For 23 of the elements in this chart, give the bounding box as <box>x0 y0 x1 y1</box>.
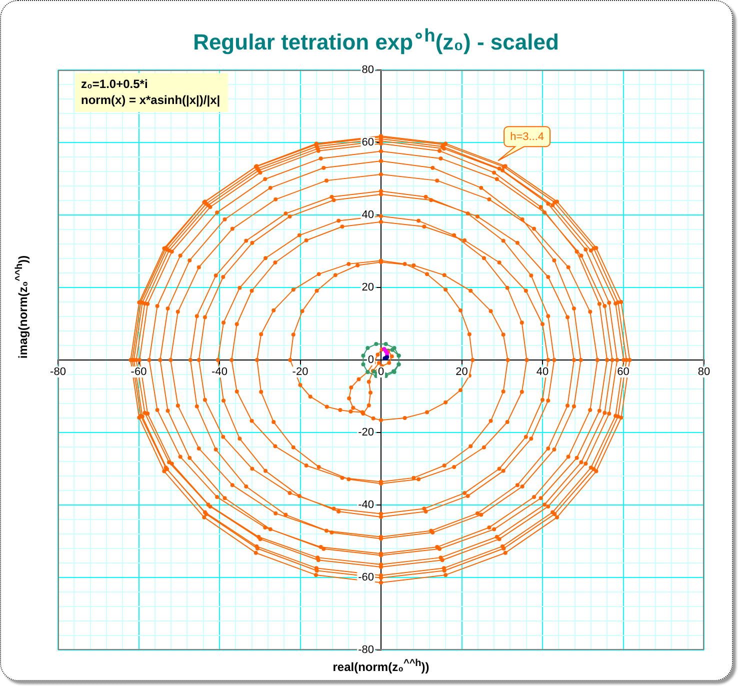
x-tick-label: -40 <box>212 366 228 378</box>
annotation: h=3...4 <box>510 131 544 144</box>
y-tick-label: -20 <box>358 426 374 439</box>
x-tick-label: 20 <box>456 366 468 378</box>
y-tick-label: -40 <box>358 499 374 512</box>
annotation: z₀=1.0+0.5*i <box>81 76 149 92</box>
y-tick-label: -80 <box>358 644 374 656</box>
y-tick-label: 40 <box>362 209 374 222</box>
annotation: norm(x) = x*asinh(|x|)/|x| <box>81 92 220 108</box>
y-tick-label: -60 <box>358 572 374 584</box>
x-tick-label: 40 <box>536 366 549 378</box>
x-tick-label: -20 <box>292 366 308 378</box>
x-axis-title: real(norm(z₀$^{^^h}$)) <box>332 658 430 674</box>
x-tick-label: 80 <box>698 366 710 378</box>
x-tick-label: 60 <box>617 366 630 378</box>
y-tick-label: 0 <box>368 354 374 366</box>
x-tick-label: -60 <box>130 366 147 378</box>
y-tick-label: 20 <box>362 282 374 294</box>
y-tick-label: 80 <box>362 64 374 76</box>
y-tick-label: 60 <box>362 136 374 149</box>
x-tick-label: 0 <box>378 366 384 378</box>
x-tick-label: -80 <box>50 366 66 378</box>
chart-title: Regular tetration exp$^{∘h}$(z₀) - scaled <box>193 24 559 56</box>
